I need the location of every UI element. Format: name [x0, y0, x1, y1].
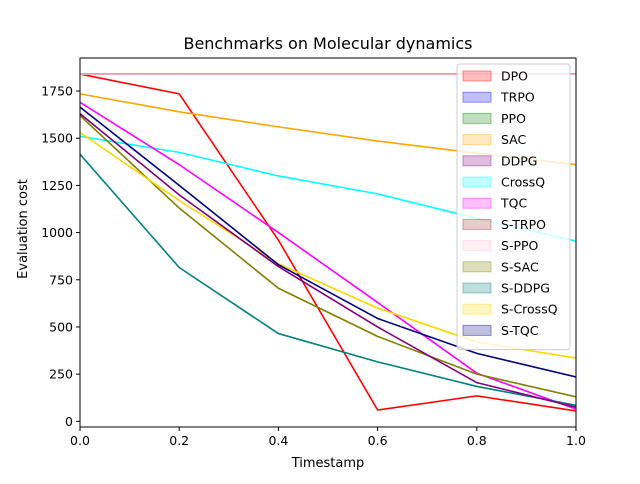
- series-line-unlabeled-13: [80, 113, 576, 408]
- y-tick-label: 750: [49, 272, 73, 287]
- chart-title: Benchmarks on Molecular dynamics: [183, 34, 472, 53]
- legend-box: [456, 63, 571, 351]
- plot-frame: [79, 57, 577, 428]
- legend-label: SAC: [501, 132, 526, 147]
- y-axis-label: Evaluation cost: [16, 179, 31, 279]
- legend-swatch: [462, 155, 492, 167]
- y-tick-label: 1500: [41, 131, 73, 146]
- legend-label: S-CrossQ: [501, 302, 558, 317]
- legend-label: PPO: [501, 111, 526, 126]
- legend-swatch: [462, 240, 492, 252]
- legend-swatch: [462, 70, 492, 82]
- series-line-tqc: [80, 101, 576, 410]
- legend-label: DPO: [501, 69, 528, 84]
- series-line-s-sac: [80, 114, 576, 398]
- legend-label: S-DDPG: [501, 281, 550, 296]
- legend-swatch: [462, 176, 492, 188]
- legend-swatch: [462, 197, 492, 209]
- x-tick-label: 0.8: [467, 433, 487, 448]
- series-line-dpo: [80, 73, 576, 412]
- y-tick-label: 0: [65, 414, 73, 429]
- legend-swatch: [462, 261, 492, 273]
- y-tick-label: 1250: [41, 178, 73, 193]
- legend-swatch: [462, 112, 492, 124]
- legend-label: TRPO: [500, 90, 535, 105]
- x-tick-label: 0.4: [268, 433, 288, 448]
- legend-label: S-TRPO: [501, 217, 546, 232]
- legend-swatch: [462, 303, 492, 315]
- y-tick-label: 1750: [41, 84, 73, 99]
- x-tick-label: 0.6: [368, 433, 388, 448]
- series-line-s-ddpg: [80, 153, 576, 407]
- legend-label: TQC: [500, 196, 527, 211]
- series-line-s-tqc: [80, 106, 576, 378]
- x-tick-label: 0.0: [70, 433, 90, 448]
- legend-swatch: [462, 134, 492, 146]
- legend-label: CrossQ: [501, 175, 545, 190]
- legend-label: S-SAC: [501, 259, 539, 274]
- legend-label: S-TQC: [501, 323, 539, 338]
- x-tick-label: 0.2: [169, 433, 189, 448]
- legend-swatch: [462, 91, 492, 103]
- legend-label: DDPG: [501, 153, 537, 168]
- legend-swatch: [462, 324, 492, 336]
- y-tick-label: 250: [49, 367, 73, 382]
- legend-label: S-PPO: [501, 238, 539, 253]
- y-tick-label: 1000: [41, 225, 73, 240]
- legend: DPO TRPO PPO SAC DDPG CrossQ TQC S-TRPO S-PPO S-S…: [456, 63, 571, 351]
- y-tick-label: 500: [49, 319, 73, 334]
- legend-swatch: [462, 282, 492, 294]
- x-tick-label: 1.0: [566, 433, 586, 448]
- legend-swatch: [462, 218, 492, 230]
- x-axis-label: Timestamp: [291, 456, 365, 471]
- series-lines: [80, 73, 576, 412]
